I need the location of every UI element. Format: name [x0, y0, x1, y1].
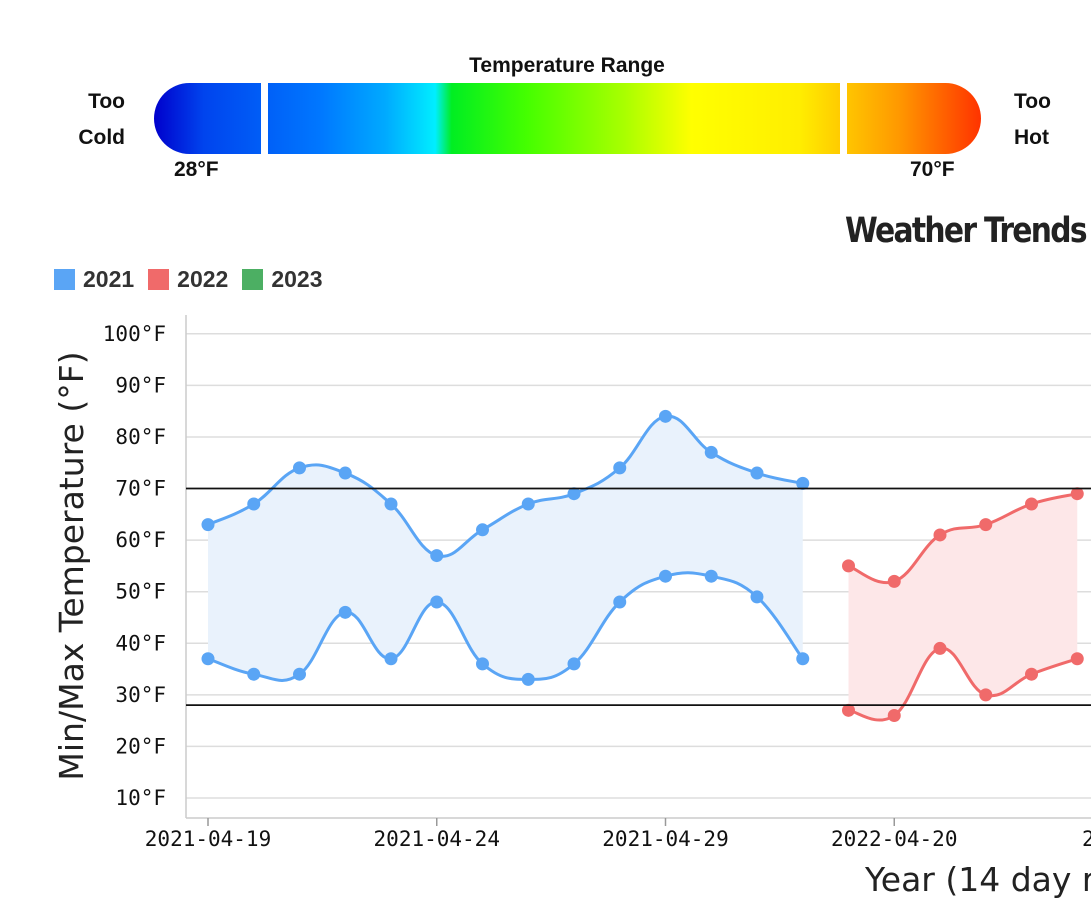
- series-min-point-2021: [796, 652, 810, 666]
- range-bar-title: Temperature Range: [469, 54, 665, 77]
- legend-swatch-2023: [242, 269, 264, 290]
- too-cold-line-2: Cold: [78, 126, 125, 149]
- series-min-point-2021: [613, 595, 627, 609]
- series-min-point-2021: [247, 667, 261, 681]
- series-min-point-2021: [338, 605, 352, 619]
- series-area-2021: [208, 416, 803, 681]
- series-min-point-2021: [750, 590, 764, 604]
- series-max-point-2021: [613, 461, 627, 475]
- series-min-point-2021: [521, 672, 535, 686]
- series-max-point-2021: [659, 409, 672, 423]
- low-threshold-marker: [261, 83, 269, 154]
- series-min-point-2022: [1070, 652, 1084, 666]
- y-tick-label: 90°F: [115, 373, 166, 397]
- y-tick-label: 30°F: [115, 683, 166, 707]
- series-min-line-2021: [207, 571, 804, 682]
- axis-layer: 10°F 20°F 30°F 40°F 50°F 60°F 70°F 80°F 90°F 100°…: [103, 315, 1091, 851]
- series-area-2022: [848, 493, 1078, 721]
- legend-label-2022: 2022: [177, 266, 229, 292]
- high-threshold-marker: [840, 83, 848, 154]
- series-max-point-2021: [567, 487, 581, 501]
- point-layer: [201, 409, 1084, 722]
- y-tick-label: 60°F: [115, 528, 166, 552]
- low-threshold-label: 28°F: [174, 158, 219, 181]
- series-min-point-2022: [842, 703, 855, 717]
- y-tick-label: 10°F: [115, 786, 166, 810]
- series-min-point-2021: [430, 595, 444, 609]
- too-hot-line-1: Too: [1014, 90, 1051, 113]
- too-cold-line-1: Too: [88, 90, 125, 113]
- y-axis-title: Min/Max Temperature (°F): [52, 351, 91, 780]
- legend-swatch-2022: [148, 269, 170, 290]
- series-max-point-2021: [338, 466, 352, 480]
- x-tick-label: 20: [1082, 827, 1091, 851]
- series-min-point-2022: [933, 641, 947, 655]
- series-min-point-2021: [384, 652, 398, 666]
- too-hot-line-2: Hot: [1014, 126, 1049, 149]
- temperature-range-bar: [154, 83, 981, 154]
- series-max-point-2021: [796, 476, 810, 490]
- area-layer: [208, 416, 1078, 721]
- series-band-anchor-2021: [208, 416, 803, 417]
- x-tick-label: 2021-04-24: [374, 827, 500, 851]
- x-axis-title: Year (14 day r: [864, 860, 1091, 899]
- series-min-point-2021: [567, 657, 581, 671]
- series-max-point-2021: [521, 497, 535, 511]
- series-max-point-2021: [430, 549, 444, 563]
- series-max-point-2022: [979, 518, 993, 532]
- series-max-point-2022: [1070, 487, 1084, 501]
- series-max-point-2021: [384, 497, 398, 511]
- y-tick-label: 40°F: [115, 631, 166, 655]
- x-tick-label: 2021-04-19: [145, 827, 271, 851]
- series-max-point-2021: [247, 497, 261, 511]
- series-max-point-2021: [293, 461, 306, 475]
- legend-item-2021[interactable]: 2021: [54, 266, 134, 293]
- series-max-point-2022: [1025, 497, 1038, 511]
- y-tick-label: 50°F: [115, 580, 166, 604]
- series-min-point-2021: [476, 657, 489, 671]
- x-tick-label: 2022-04-20: [831, 827, 957, 851]
- y-tick-label: 100°F: [103, 322, 166, 346]
- series-max-point-2021: [476, 523, 489, 537]
- legend-item-2022[interactable]: 2022: [148, 266, 228, 293]
- series-min-point-2021: [659, 569, 672, 583]
- chart-title: Weather Trends I: [845, 211, 1091, 251]
- y-tick-label: 80°F: [115, 425, 166, 449]
- series-max-point-2022: [887, 574, 901, 588]
- series-min-point-2021: [704, 569, 718, 583]
- series-min-point-2022: [1025, 667, 1038, 681]
- legend-item-2023[interactable]: 2023: [242, 266, 323, 293]
- series-max-point-2021: [704, 445, 718, 459]
- legend-label-2023: 2023: [271, 266, 323, 292]
- series-min-point-2022: [887, 708, 901, 722]
- series-max-point-2022: [842, 559, 855, 573]
- y-tick-label: 70°F: [115, 477, 166, 501]
- series-band-anchor-2022: [849, 494, 1078, 495]
- series-max-point-2021: [201, 518, 215, 532]
- y-tick-label: 20°F: [115, 734, 166, 758]
- x-tick-label: 2021-04-29: [602, 827, 728, 851]
- high-threshold-label: 70°F: [910, 158, 955, 181]
- series-min-point-2022: [979, 688, 993, 702]
- chart-legend: 2021 2022 2023: [54, 266, 323, 293]
- series-min-point-2021: [201, 652, 215, 666]
- series-max-line-2021: [207, 414, 804, 558]
- legend-label-2021: 2021: [83, 266, 135, 292]
- legend-swatch-2021: [54, 269, 75, 290]
- series-min-point-2021: [293, 667, 306, 681]
- series-max-point-2021: [750, 466, 764, 480]
- series-max-point-2022: [933, 528, 947, 542]
